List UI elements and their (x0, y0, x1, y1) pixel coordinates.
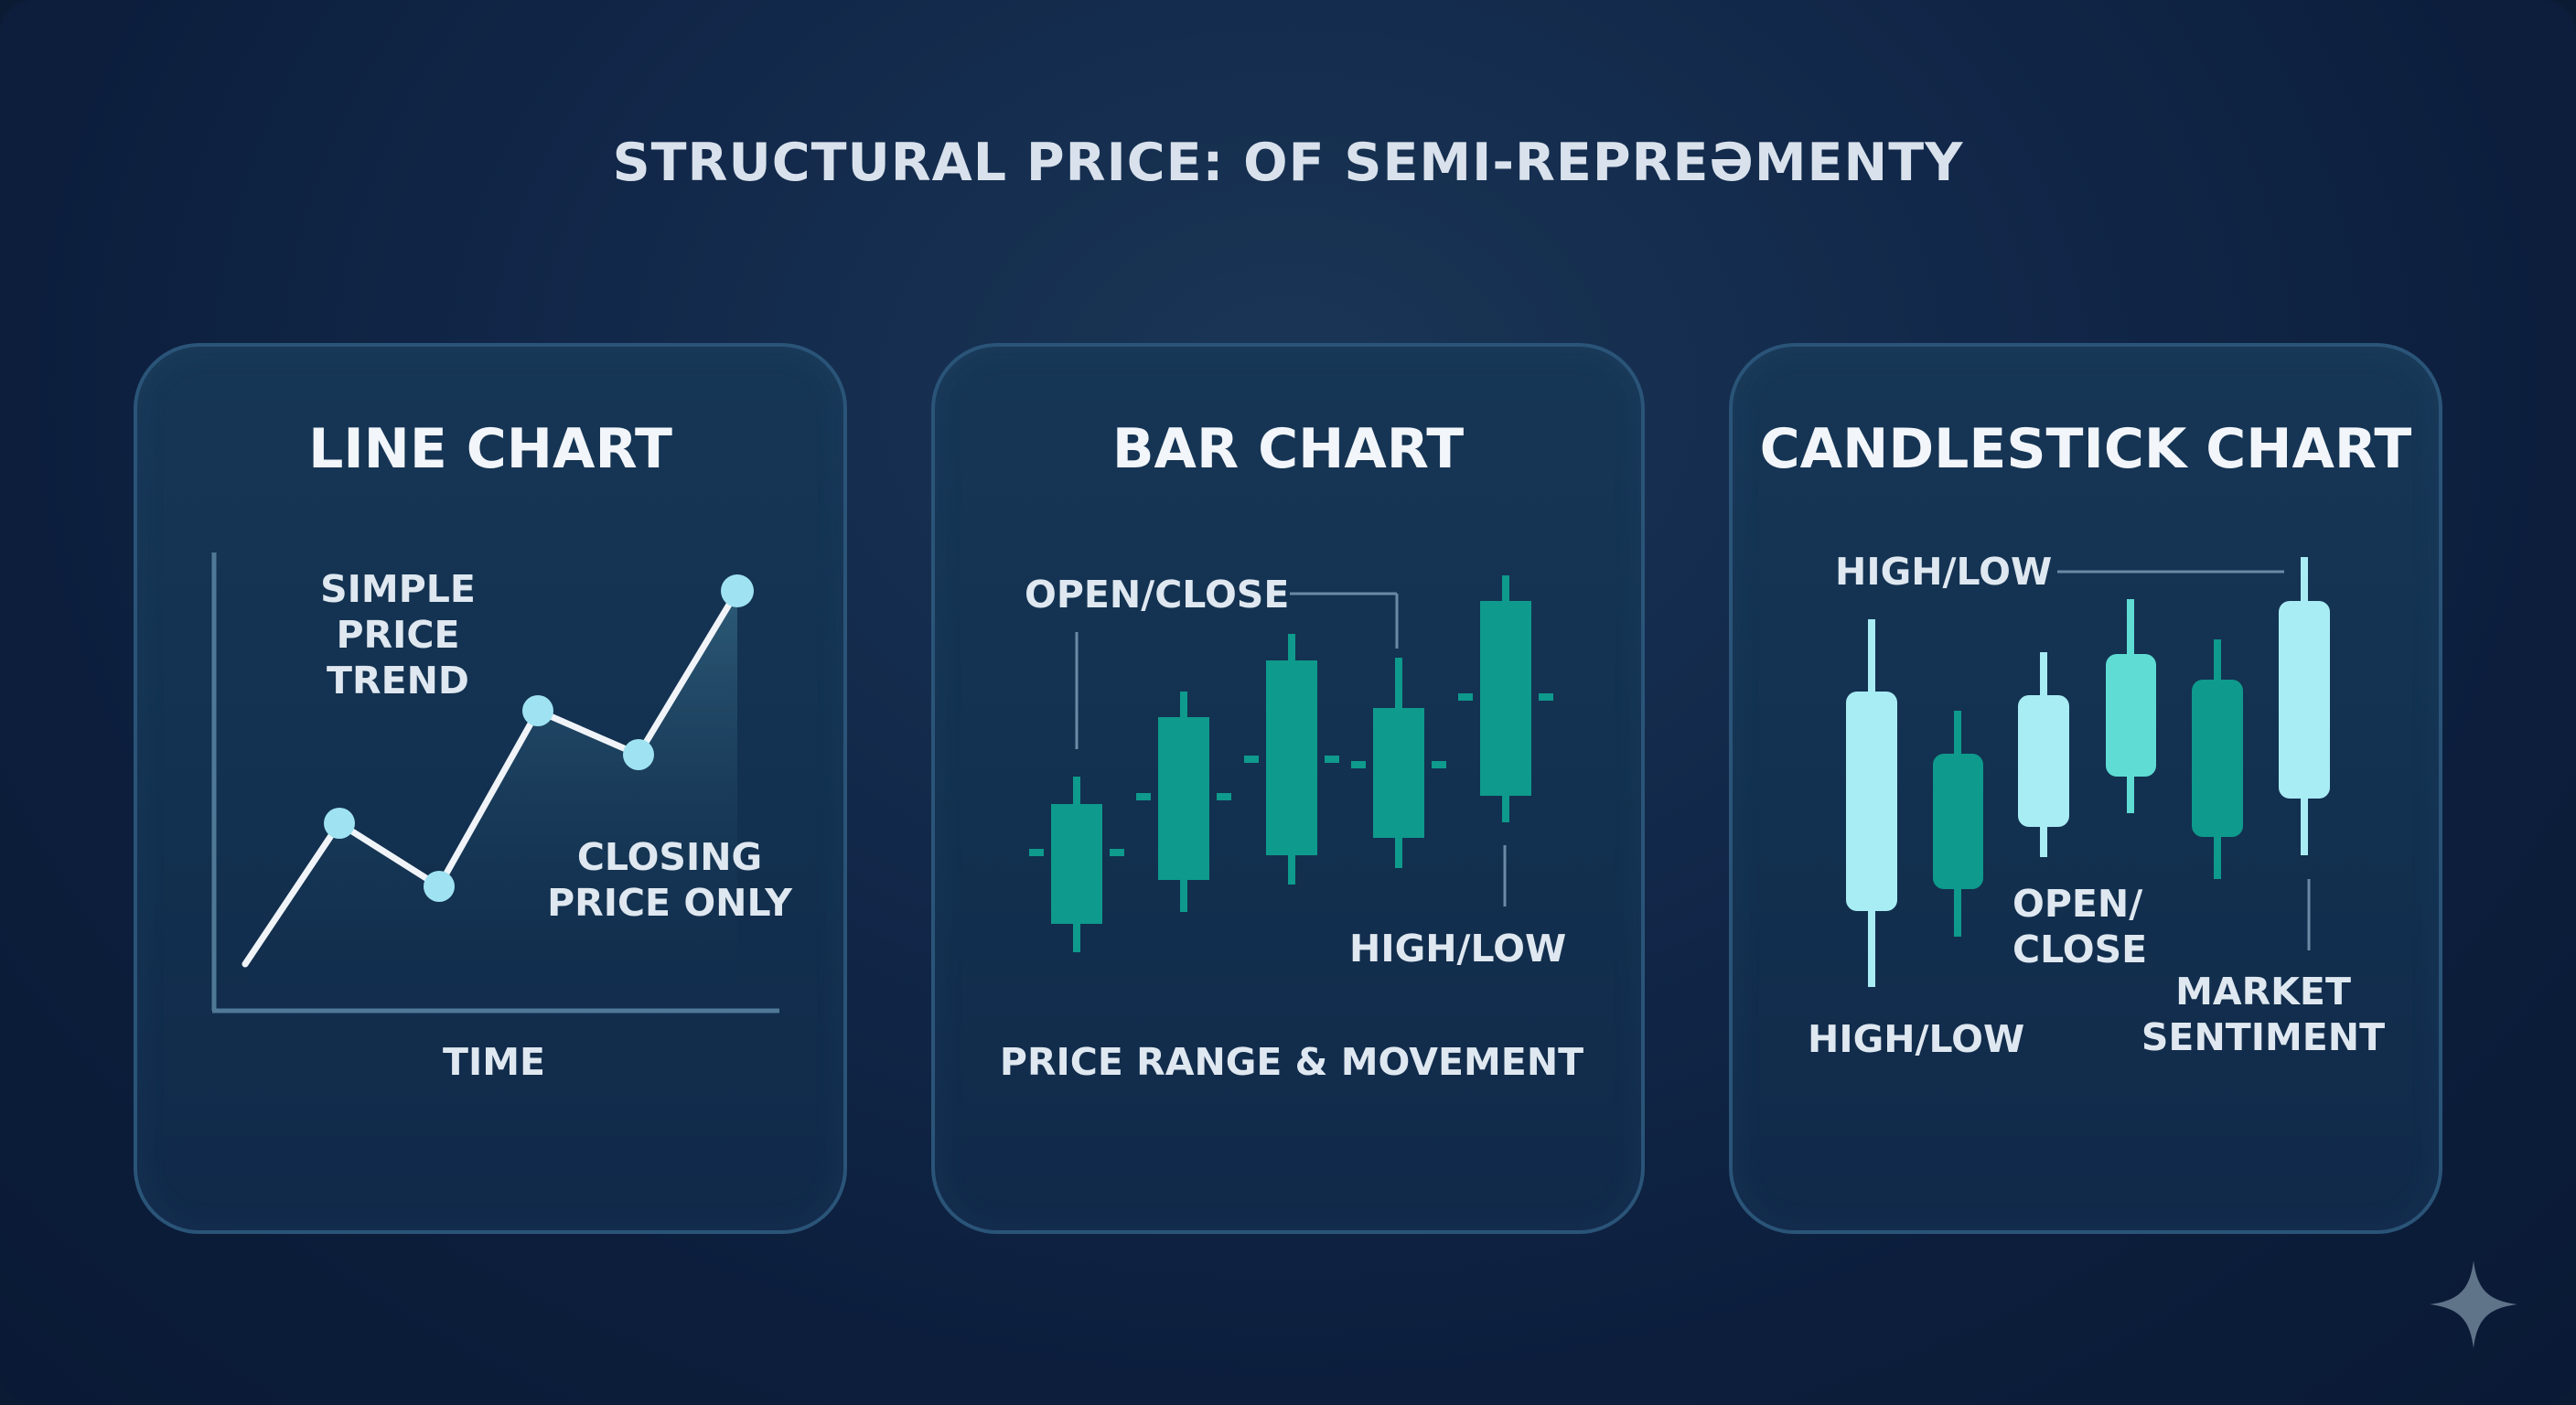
candlestick-chart-title: CANDLESTICK CHART (1759, 417, 2412, 481)
high-low-bottom-label: HIGH/LOW (1808, 1017, 2025, 1061)
ohlc-bar (1351, 658, 1446, 868)
price-point (324, 808, 355, 839)
line-chart-title: LINE CHART (308, 417, 672, 481)
time-axis-label: TIME (442, 1040, 546, 1084)
candlestick-chart-graphic (1846, 557, 2330, 987)
price-line (242, 587, 741, 968)
open-close-label: OPEN/CLOSE (1025, 573, 1290, 617)
closing-price-label: CLOSING PRICE ONLY (547, 835, 792, 925)
line-chart-graphic (211, 552, 779, 1014)
candlestick (1846, 619, 1897, 987)
candlestick (2279, 557, 2330, 855)
ohlc-bar (1029, 777, 1124, 952)
ohlc-bar (1244, 634, 1339, 885)
price-point (424, 871, 455, 902)
open-close-label: OPEN/ CLOSE (2012, 882, 2148, 971)
candlestick-chart-panel: CANDLESTICK CHART (1729, 343, 2442, 1234)
bar-chart-graphic (1029, 575, 1553, 952)
ohlc-bar (1136, 692, 1231, 912)
simple-price-trend-label: SIMPLE PRICE TREND (320, 567, 476, 702)
price-point (623, 739, 654, 770)
high-low-label: HIGH/LOW (1349, 927, 1567, 971)
bar-chart-panel: BAR CHART (931, 343, 1645, 1234)
price-point (721, 574, 754, 607)
candlestick (1933, 711, 1983, 937)
candlestick (2018, 652, 2069, 857)
price-point (522, 695, 553, 726)
sparkle-icon (2430, 1260, 2517, 1348)
bar-chart-title: BAR CHART (1111, 417, 1465, 481)
candlestick (2192, 639, 2243, 879)
high-low-top-label: HIGH/LOW (1835, 550, 2053, 594)
line-chart-panel: LINE CHART SIMPLE PRICE TREND CLOSING PR… (134, 343, 847, 1234)
price-range-caption: PRICE RANGE & MOVEMENT (999, 1040, 1584, 1084)
candlestick (2106, 599, 2156, 813)
ohlc-bar (1458, 575, 1553, 822)
market-sentiment-label: MARKET SENTIMENT (2141, 970, 2386, 1059)
page-title: STRUCTURAL PRICE: OF SEMI-REPREƏMENTY (612, 133, 1964, 193)
